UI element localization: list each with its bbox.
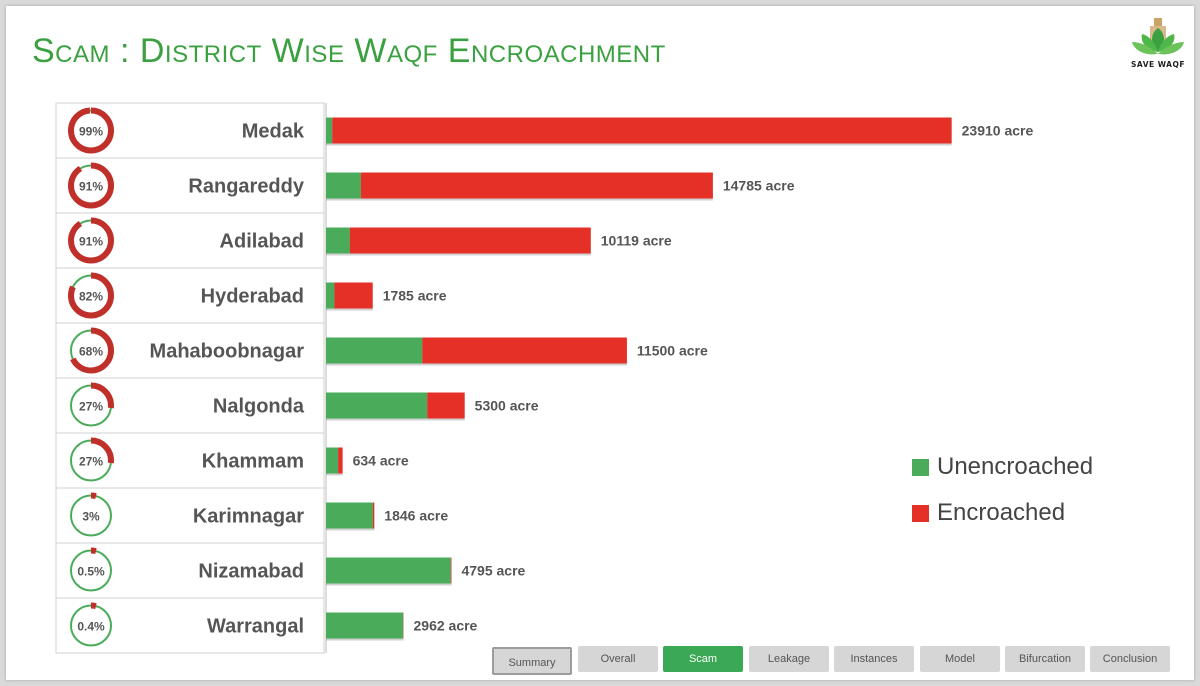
bar-encroached	[332, 117, 952, 144]
legend-label: Unencroached	[937, 453, 1094, 480]
percent-label: 0.4%	[77, 620, 105, 634]
bar-value-label: 23910 acre	[962, 123, 1034, 139]
district-name: Warrangal	[207, 616, 304, 638]
lotus-icon	[1132, 18, 1184, 55]
percent-label: 27%	[79, 455, 103, 469]
slide: Scam : District Wise Waqf Encroachment S…	[6, 6, 1194, 680]
tab-summary[interactable]: Summary	[492, 647, 572, 675]
percent-label: 27%	[79, 400, 103, 414]
bar-encroached	[334, 282, 373, 309]
percent-label: 91%	[79, 235, 103, 249]
bar-encroached	[349, 227, 591, 254]
tab-bifurcation[interactable]: Bifurcation	[1005, 646, 1085, 672]
legend-swatch-unencroached	[912, 458, 929, 476]
bar-value-label: 5300 acre	[475, 398, 539, 414]
encroachment-chart: 99% Medak 23910 acre 91% Rangareddy 14785 acr…	[55, 102, 1034, 654]
district-name: Nalgonda	[213, 396, 305, 418]
district-name: Mahaboobnagar	[150, 341, 305, 363]
bar-encroached	[450, 557, 452, 584]
bar-unencroached	[326, 227, 350, 254]
bar-unencroached	[326, 392, 428, 419]
bar-unencroached	[326, 172, 361, 199]
percent-label: 0.5%	[77, 565, 105, 579]
logo-text: SAVE WAQF	[1131, 60, 1185, 69]
bar-encroached	[338, 447, 343, 474]
bar-unencroached	[326, 447, 339, 474]
percent-ring-encroached	[68, 382, 114, 429]
chart-legend: Unencroached Encroached	[912, 444, 1093, 536]
bar-value-label: 1846 acre	[384, 508, 448, 524]
district-name: Karimnagar	[193, 506, 304, 528]
bar-unencroached	[326, 612, 404, 639]
bar-encroached	[427, 392, 465, 419]
bar-value-label: 634 acre	[353, 453, 409, 469]
tab-scam[interactable]: Scam	[663, 646, 743, 672]
legend-item-encroached: Encroached	[912, 490, 1093, 536]
bar-value-label: 11500 acre	[637, 343, 708, 359]
bar-value-label: 14785 acre	[723, 178, 795, 194]
district-name: Hyderabad	[201, 286, 304, 308]
tab-conclusion[interactable]: Conclusion	[1090, 646, 1170, 672]
page-title: Scam : District Wise Waqf Encroachment	[32, 32, 666, 70]
district-name: Adilabad	[220, 231, 304, 253]
bar-value-label: 10119 acre	[601, 233, 672, 249]
bar-unencroached	[326, 557, 451, 584]
percent-ring-encroached	[68, 272, 114, 319]
district-name: Khammam	[202, 451, 304, 473]
district-name: Medak	[242, 121, 305, 143]
bar-unencroached	[326, 337, 423, 364]
percent-ring-encroached	[68, 492, 114, 539]
percent-ring-encroached	[68, 107, 114, 154]
legend-item-unencroached: Unencroached	[912, 444, 1093, 490]
tab-model[interactable]: Model	[920, 646, 1000, 672]
bar-value-label: 2962 acre	[414, 618, 478, 634]
tab-leakage[interactable]: Leakage	[749, 646, 829, 672]
legend-swatch-encroached	[912, 504, 929, 522]
bar-unencroached	[326, 117, 333, 144]
percent-ring-encroached	[68, 162, 114, 209]
bar-value-label: 4795 acre	[461, 563, 525, 579]
percent-label: 68%	[79, 345, 103, 359]
save-waqf-logo: SAVE WAQF	[1128, 14, 1188, 76]
percent-ring-encroached	[68, 217, 114, 264]
district-name: Nizamabad	[198, 561, 304, 583]
percent-label: 91%	[79, 180, 103, 194]
bar-encroached	[360, 172, 713, 199]
percent-ring-encroached	[68, 327, 114, 374]
percent-ring-encroached	[68, 437, 114, 484]
bar-value-label: 1785 acre	[383, 288, 447, 304]
percent-ring-encroached	[68, 547, 114, 594]
tab-instances[interactable]: Instances	[834, 646, 914, 672]
percent-ring-encroached	[68, 602, 114, 649]
percent-label: 99%	[79, 125, 103, 139]
tab-overall[interactable]: Overall	[578, 646, 658, 672]
bar-unencroached	[326, 282, 335, 309]
percent-label: 3%	[82, 510, 100, 524]
bar-encroached	[372, 502, 375, 529]
percent-label: 82%	[79, 290, 103, 304]
district-name: Rangareddy	[188, 176, 304, 198]
bar-unencroached	[326, 502, 373, 529]
legend-label: Encroached	[937, 499, 1066, 526]
bar-encroached	[422, 337, 627, 364]
